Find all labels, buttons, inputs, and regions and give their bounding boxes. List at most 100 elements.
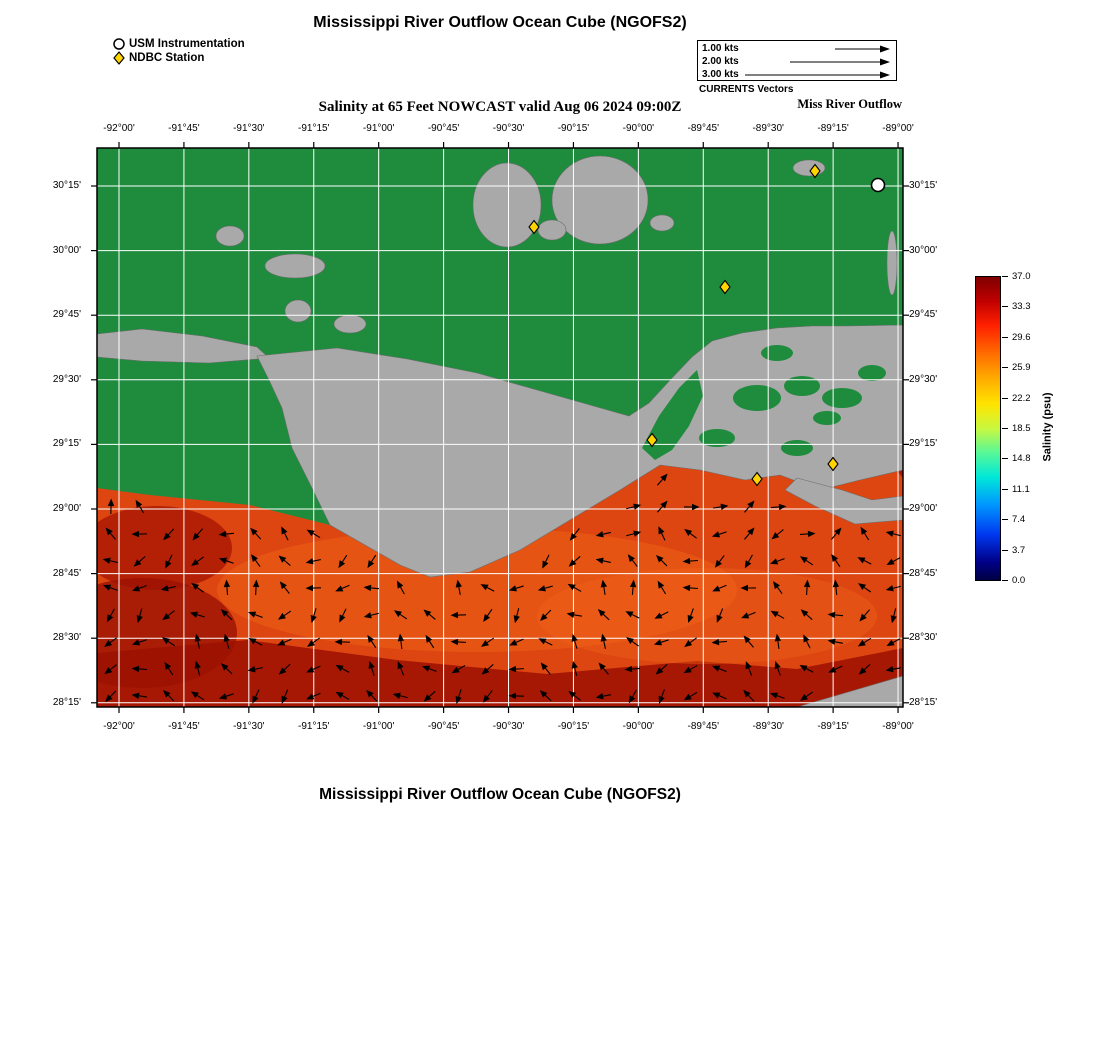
marsh-water-patch	[733, 385, 781, 411]
colorbar-tick	[1002, 306, 1008, 308]
x-axis-tick-label-top: -90°45'	[427, 123, 460, 134]
miss-river-outflow-label: Miss River Outflow	[797, 97, 902, 111]
colorbar-tick-label: 22.2	[1012, 392, 1031, 404]
usm-circle-icon	[113, 38, 125, 50]
x-axis-tick-label-bottom: -91°30'	[233, 721, 265, 732]
island-land	[284, 299, 312, 323]
colorbar-ticks: 37.0 33.3 29.6 25.9 22.2 18.5 14.8 11.1 7.4 3.7 0.…	[975, 271, 1055, 586]
x-axis-tick-label-top: -89°30'	[752, 123, 784, 134]
island-land	[886, 230, 898, 296]
x-axis-tick-label-top: -89°00'	[882, 123, 914, 134]
colorbar-tick	[1002, 458, 1008, 460]
ndbc-station-marker	[719, 279, 731, 295]
marker-legend: USM Instrumentation NDBC Station	[112, 37, 245, 65]
vector-scale-arrow-icon	[835, 44, 892, 54]
map-frame	[96, 147, 904, 708]
y-axis-tick-label-right: 30°00'	[909, 244, 938, 256]
island-land	[792, 159, 826, 177]
ndbc-station-marker	[809, 163, 821, 179]
ndbc-station-marker	[827, 456, 839, 472]
high-salinity-band	[97, 640, 903, 707]
page-title: Mississippi River Outflow Ocean Cube (NG…	[313, 14, 687, 31]
vector-scale-arrow-icon	[745, 70, 892, 80]
x-axis-tick-label-top: -89°15'	[817, 123, 849, 134]
vector-scale-label: 2.00 kts	[702, 56, 739, 67]
ndbc-station-marker	[528, 219, 540, 235]
island-land	[215, 225, 245, 247]
vector-scale-label: 1.00 kts	[702, 43, 739, 54]
colorbar-tick-label: 29.6	[1012, 331, 1031, 343]
colorbar-tick-label: 7.4	[1012, 514, 1026, 526]
ndbc-legend-row: NDBC Station	[112, 51, 245, 65]
colorbar-title: Salinity (psu)	[1041, 392, 1054, 462]
ndbc-station-marker	[646, 432, 658, 448]
colorbar-tick	[1002, 580, 1008, 581]
y-axis-tick-label-left: 30°00'	[52, 244, 81, 256]
land-area	[784, 477, 903, 525]
y-axis-tick-label-right: 29°30'	[909, 373, 938, 385]
colorbar-tick	[1002, 488, 1008, 490]
x-axis-tick-label-bottom: -90°45'	[427, 721, 460, 732]
island-land	[551, 155, 649, 245]
plot-subtitle: Salinity at 65 Feet NOWCAST valid Aug 06…	[318, 99, 682, 115]
x-axis-tick-label-bottom: -92°00'	[103, 721, 135, 732]
marsh-water-patch	[699, 429, 735, 447]
ndbc-station-marker	[751, 471, 763, 487]
marsh-water-patch	[822, 388, 862, 408]
y-axis-tick-label-left: 30°15'	[52, 180, 81, 191]
x-axis-tick-label-bottom: -90°30'	[492, 721, 525, 732]
colorbar-tick	[1002, 428, 1008, 429]
x-axis-tick-label-bottom: -89°45'	[687, 721, 719, 732]
y-axis-tick-label-left: 28°30'	[52, 632, 81, 644]
land-area	[256, 324, 903, 578]
x-axis-tick-label-bottom: -89°15'	[817, 721, 849, 732]
island-land	[472, 162, 542, 248]
y-axis-tick-label-right: 29°45'	[909, 309, 938, 321]
colorbar-tick-label: 33.3	[1012, 301, 1031, 313]
map-plot	[91, 142, 909, 713]
usm-legend-label: USM Instrumentation	[129, 38, 245, 50]
colorbar-tick	[1002, 397, 1008, 399]
y-axis-tick-label-left: 28°15'	[52, 696, 81, 708]
vector-scale-label: 3.00 kts	[702, 69, 739, 80]
x-axis-tick-label-bottom: -90°00'	[622, 721, 655, 732]
x-axis-tick-label-bottom: -90°15'	[557, 721, 590, 732]
vector-scale-row: 3.00 kts	[698, 68, 896, 81]
vector-scale-arrow-icon	[790, 57, 892, 67]
island-land	[649, 214, 675, 232]
x-axis-tick-label-top: -92°00'	[103, 123, 135, 134]
colorbar-tick-label: 0.0	[1012, 575, 1026, 586]
y-axis-tick-label-left: 29°45'	[52, 309, 81, 321]
island-land	[333, 314, 367, 334]
x-axis-tick-label-top: -90°00'	[622, 123, 655, 134]
y-axis-tick-label-left: 29°00'	[52, 503, 81, 514]
usm-instrumentation-marker	[870, 177, 886, 193]
axis-ticks	[91, 142, 909, 713]
low-salinity-patch	[537, 568, 877, 664]
colorbar-tick	[1002, 549, 1008, 551]
y-axis-tick-label-right: 29°15'	[909, 438, 938, 450]
y-axis-tick-label-right: 29°00'	[909, 503, 938, 514]
land-area	[796, 675, 903, 707]
marsh-water-patch	[642, 370, 703, 460]
colorbar	[975, 276, 1001, 581]
colorbar-tick	[1002, 276, 1008, 277]
ndbc-legend-label: NDBC Station	[129, 52, 205, 64]
x-axis-tick-label-top: -90°15'	[557, 123, 590, 134]
y-axis-tick-label-right: 28°30'	[909, 632, 938, 644]
y-axis-tick-label-left: 28°45'	[52, 567, 81, 579]
y-axis-tick-label-left: 29°15'	[52, 438, 81, 450]
current-vector-scale-box: 1.00 kts 2.00 kts 3.00 kts	[697, 40, 897, 81]
map-canvas	[87, 138, 913, 722]
colorbar-tick	[1002, 519, 1008, 521]
x-axis-tick-label-top: -89°45'	[687, 123, 719, 134]
colorbar-tick-label: 18.5	[1012, 423, 1031, 434]
colorbar-tick-label: 11.1	[1012, 483, 1030, 495]
x-axis-tick-label-top: -91°00'	[362, 123, 395, 134]
vector-scale-row: 1.00 kts	[698, 42, 896, 55]
island-land	[537, 219, 567, 241]
marsh-water-patch	[858, 365, 886, 381]
x-axis-tick-label-bottom: -89°30'	[752, 721, 784, 732]
marsh-water-patch	[784, 376, 820, 396]
